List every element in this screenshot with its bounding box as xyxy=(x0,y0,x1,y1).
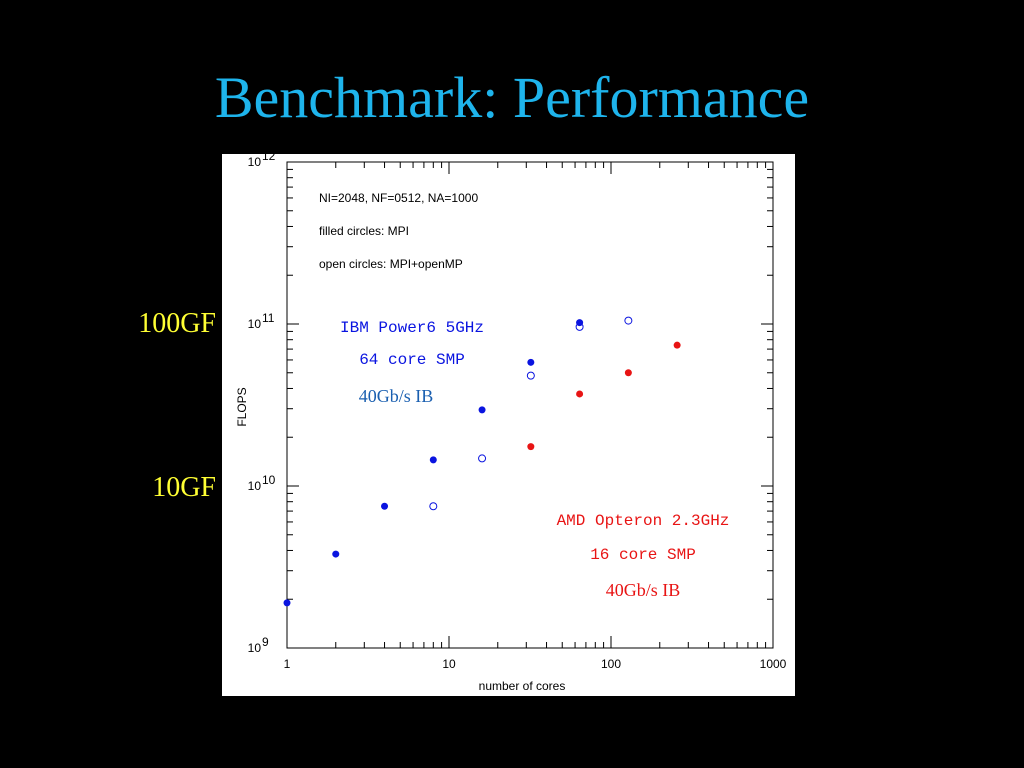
amd-filled-point xyxy=(576,390,584,398)
y-tick-exponent: 9 xyxy=(262,635,269,649)
note-filled: filled circles: MPI xyxy=(319,224,409,238)
y-tick-label: 10 xyxy=(248,641,262,655)
label-100gf: 100GF xyxy=(138,308,216,339)
y-tick-label: 10 xyxy=(248,155,262,169)
x-tick-label: 1000 xyxy=(760,657,787,671)
note-open: open circles: MPI+openMP xyxy=(319,257,463,271)
ibm-filled-point xyxy=(429,456,437,464)
ibm-open-point xyxy=(624,316,633,325)
x-tick-label: 1 xyxy=(284,657,291,671)
ibm-filled-point xyxy=(381,502,389,510)
amd-filled-point xyxy=(624,369,632,377)
ibm-label-network: 40Gb/s IB xyxy=(359,386,434,406)
plot-frame xyxy=(286,161,774,649)
slide-title: Benchmark: Performance xyxy=(214,65,810,130)
x-tick-label: 10 xyxy=(442,657,456,671)
label-10gf: 10GF xyxy=(152,472,216,503)
axis-ticks xyxy=(286,161,774,649)
y-tick-label: 10 xyxy=(248,479,262,493)
amd-label-network: 40Gb/s IB xyxy=(606,580,681,600)
data-points xyxy=(283,316,681,607)
ibm-label-smp: 64 core SMP xyxy=(359,351,465,369)
amd-filled-point xyxy=(527,443,535,451)
ibm-open-point xyxy=(575,322,584,331)
ibm-filled-point xyxy=(332,550,340,558)
y-tick-exponent: 12 xyxy=(262,154,276,163)
ibm-label-machine: IBM Power6 5GHz xyxy=(340,319,484,337)
ibm-open-point xyxy=(478,454,487,463)
chart-panel: 1 10 100 1000 10 9 10 10 10 11 10 12 number of core… xyxy=(222,154,795,696)
amd-label-machine: AMD Opteron 2.3GHz xyxy=(557,512,730,530)
y-tick-exponent: 10 xyxy=(262,473,276,487)
ibm-filled-point xyxy=(527,358,535,366)
ibm-open-point xyxy=(429,502,438,511)
amd-label-smp: 16 core SMP xyxy=(590,546,696,564)
y-tick-label: 10 xyxy=(248,317,262,331)
ibm-filled-point xyxy=(283,599,291,607)
note-params: NI=2048, NF=0512, NA=1000 xyxy=(319,191,478,205)
y-tick-exponent: 11 xyxy=(262,311,275,325)
x-tick-label: 100 xyxy=(601,657,621,671)
ibm-filled-point xyxy=(576,319,584,327)
x-axis-title: number of cores xyxy=(479,679,566,693)
amd-filled-point xyxy=(673,341,681,349)
ibm-filled-point xyxy=(478,406,486,414)
y-axis-title: FLOPS xyxy=(235,387,249,426)
ibm-open-point xyxy=(526,371,535,380)
